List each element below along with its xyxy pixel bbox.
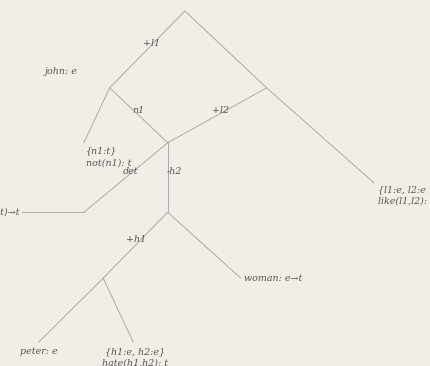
Text: {h1:e, h2:e}
hate(h1,h2): t: {h1:e, h2:e} hate(h1,h2): t <box>102 347 169 366</box>
Text: +l2: +l2 <box>212 107 229 115</box>
Text: {n1:t}
not(n1): t: {n1:t} not(n1): t <box>86 146 132 167</box>
Text: -h2: -h2 <box>166 168 182 176</box>
Text: {l1:e, l2:e
like(l1,l2): t: {l1:e, l2:e like(l1,l2): t <box>378 185 430 206</box>
Text: +h1: +h1 <box>126 235 146 244</box>
Text: john: e: john: e <box>45 67 78 76</box>
Text: woman: e→t: woman: e→t <box>244 274 303 283</box>
Text: det: det <box>123 168 138 176</box>
Text: n1: n1 <box>132 107 144 115</box>
Text: peter: e: peter: e <box>20 347 58 356</box>
Text: +l1: +l1 <box>143 39 160 48</box>
Text: every: (e→t)→(e→t)→t: every: (e→t)→(e→t)→t <box>0 208 19 217</box>
